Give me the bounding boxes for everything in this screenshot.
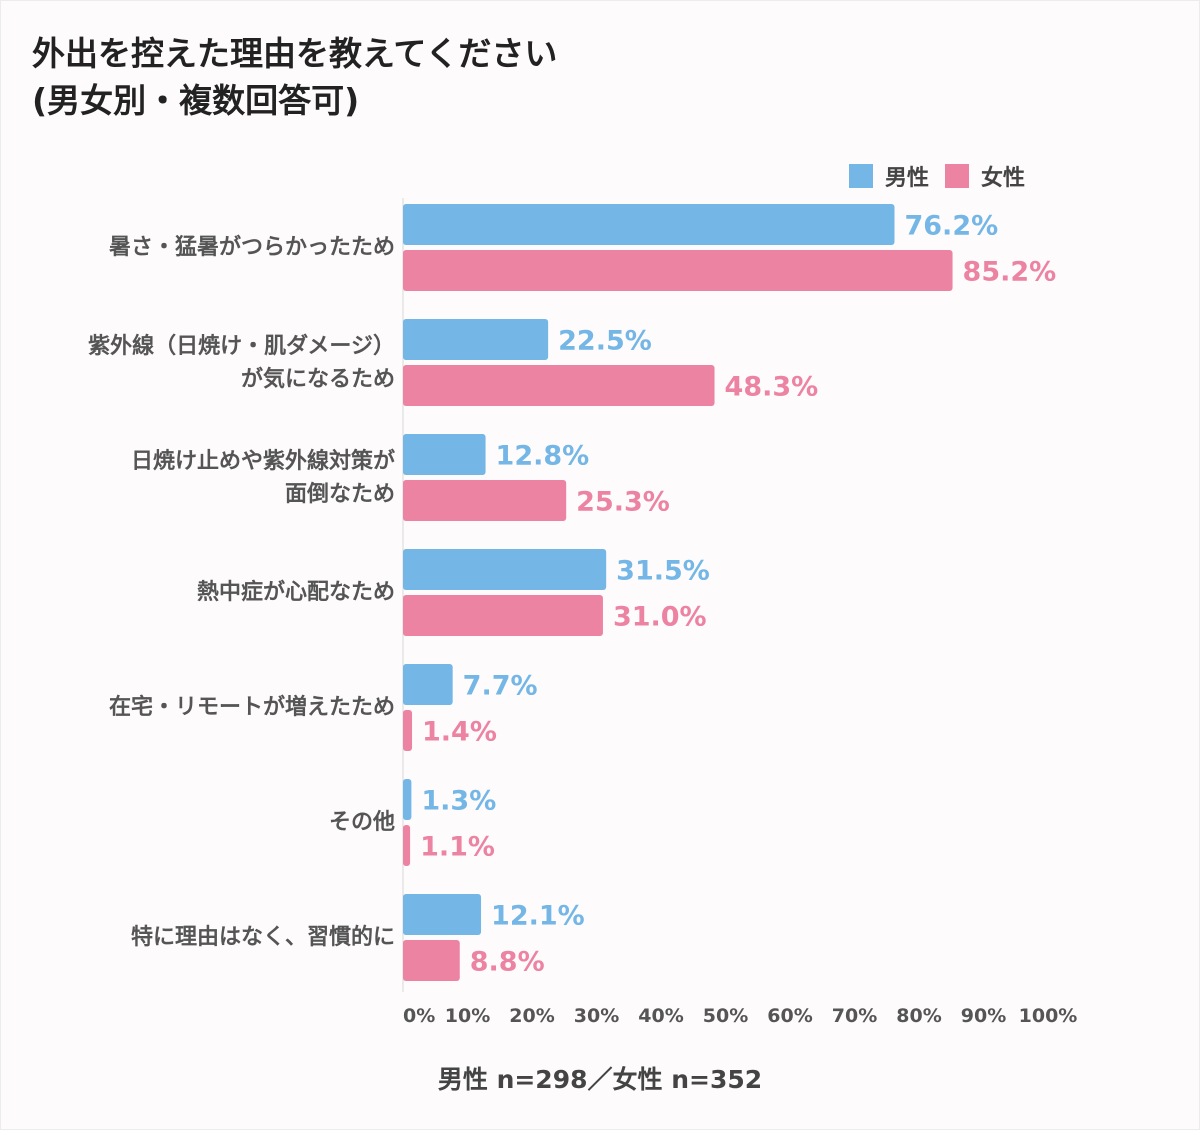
chart-title-line-2: (男女別・複数回答可) <box>32 81 360 120</box>
data-label-male: 22.5% <box>558 326 652 357</box>
bar-female <box>403 825 411 866</box>
data-label-male: 1.3% <box>421 786 496 817</box>
bar-male <box>403 549 607 590</box>
legend-swatch-male <box>849 164 873 188</box>
bar-female <box>403 595 603 636</box>
x-tick-label: 10% <box>445 1005 490 1027</box>
category-label: 紫外線（日焼け・肌ダメージ） が気になるため <box>88 330 395 396</box>
legend-item-male: 男性 <box>849 160 929 192</box>
data-label-male: 12.8% <box>496 441 590 472</box>
data-label-female: 48.3% <box>725 372 819 403</box>
x-tick-label: 90% <box>961 1005 1006 1027</box>
data-label-female: 85.2% <box>963 257 1057 288</box>
bar-female <box>403 480 567 521</box>
data-label-female: 31.0% <box>613 602 707 633</box>
bar-female <box>403 365 715 406</box>
data-label-male: 7.7% <box>463 671 538 702</box>
legend-swatch-female <box>945 164 970 188</box>
category-label-line: 面倒なため <box>284 481 395 507</box>
legend: 男性 女性 <box>849 160 1041 192</box>
chart-title-line-1: 外出を控えた理由を教えてください <box>32 34 558 73</box>
bar-male <box>403 319 549 360</box>
x-tick-label: 70% <box>832 1005 877 1027</box>
bar-male <box>403 894 482 935</box>
data-label-female: 25.3% <box>576 487 670 518</box>
legend-label-male: 男性 <box>885 166 930 191</box>
category-label-line: 熱中症が心配なため <box>196 580 395 605</box>
category-label-line: その他 <box>328 810 395 835</box>
x-tick-label: 80% <box>896 1005 941 1027</box>
sample-size-note: 男性 n=298／女性 n=352 <box>437 1065 763 1094</box>
category-label-line: 紫外線（日焼け・肌ダメージ） <box>88 333 395 359</box>
bar-male <box>403 779 412 820</box>
data-label-female: 8.8% <box>470 947 545 978</box>
bar-male <box>403 204 895 245</box>
category-label: 在宅・リモートが増えたため <box>109 691 395 724</box>
data-label-female: 1.4% <box>422 717 497 748</box>
x-tick-label: 0% <box>403 1005 435 1027</box>
x-tick-label: 60% <box>767 1005 812 1027</box>
category-label-line: が気になるため <box>240 366 395 392</box>
x-tick-label: 100% <box>1019 1005 1078 1027</box>
bar-female <box>403 250 953 291</box>
category-label-line: 特に理由はなく、習慣的に <box>130 925 395 950</box>
category-label: 暑さ・猛暑がつらかったため <box>109 231 395 264</box>
data-label-female: 1.1% <box>420 832 495 863</box>
bar-male <box>403 434 486 475</box>
category-label-line: 在宅・リモートが増えたため <box>108 695 395 720</box>
x-tick-label: 20% <box>509 1005 554 1027</box>
x-tick-label: 50% <box>703 1005 748 1027</box>
data-label-male: 76.2% <box>904 211 998 242</box>
legend-item-female: 女性 <box>945 160 1025 192</box>
category-label: 日焼け止めや紫外線対策が面倒なため <box>131 445 395 511</box>
x-tick-label: 30% <box>574 1005 619 1027</box>
data-label-male: 12.1% <box>491 901 585 932</box>
category-label: その他 <box>329 806 395 839</box>
bar-male <box>403 664 453 705</box>
data-label-male: 31.5% <box>616 556 710 587</box>
category-label: 特に理由はなく、習慣的に <box>131 921 395 954</box>
legend-label-female: 女性 <box>981 166 1026 191</box>
category-label-line: 日焼け止めや紫外線対策が <box>130 448 395 474</box>
category-label-line: 暑さ・猛暑がつらかったため <box>108 235 395 260</box>
chart-title: 外出を控えた理由を教えてください (男女別・複数回答可) <box>32 30 557 124</box>
x-tick-label: 40% <box>638 1005 683 1027</box>
bar-female <box>403 710 413 751</box>
category-label: 熱中症が心配なため <box>197 576 395 609</box>
bar-female <box>403 940 460 981</box>
